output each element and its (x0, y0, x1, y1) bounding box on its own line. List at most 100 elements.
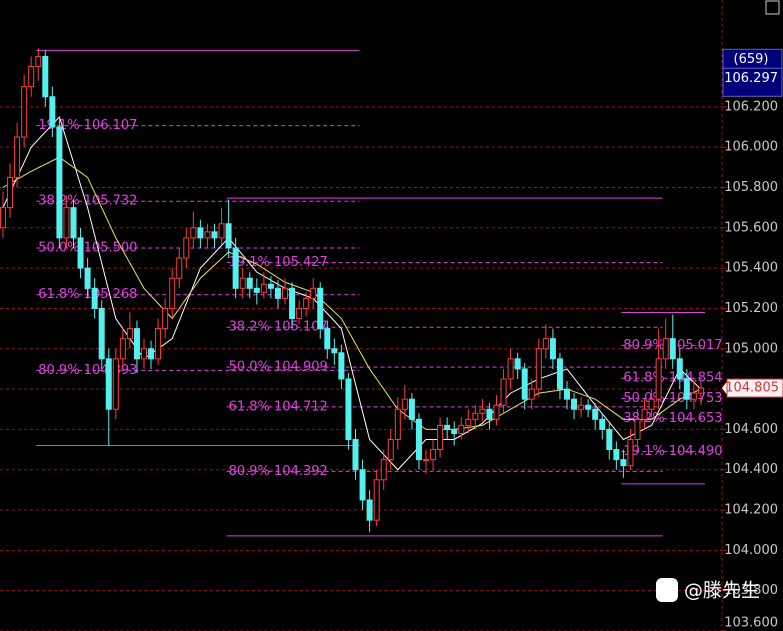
candle-body (437, 424, 444, 451)
candle-body (119, 338, 126, 360)
watermark: @滕先生 (656, 578, 760, 602)
fib-label: 50.0% 104.909 (229, 360, 328, 375)
candle-body (458, 424, 465, 434)
candle-body (28, 66, 35, 88)
candle-body (394, 408, 401, 440)
candle-body (451, 428, 458, 434)
candle-body (359, 469, 366, 501)
candle-body (634, 418, 641, 440)
candle-body (148, 348, 155, 360)
candle-body (542, 338, 549, 350)
candle-body (162, 307, 169, 330)
candle-body (21, 86, 28, 138)
candle-body (373, 479, 380, 521)
candle-body (578, 404, 585, 410)
y-tick-label: 105.600 (724, 220, 778, 235)
fib-label: 38.2% 105.107 (229, 320, 328, 335)
y-tick-label: 104.400 (724, 462, 778, 477)
moving-average (2, 115, 702, 471)
fib-label: 61.8% 104.854 (623, 371, 722, 386)
candle-body (289, 287, 296, 320)
candle-body (274, 287, 281, 299)
cursor-box (722, 48, 783, 97)
candle-body (218, 223, 225, 239)
candle-body (267, 283, 274, 289)
candle-body (56, 126, 63, 239)
candle-body (479, 408, 486, 414)
fib-label: 80.9% 104.893 (38, 363, 137, 378)
candle-body (423, 459, 429, 462)
fib-label: 50.0% 105.500 (38, 240, 137, 255)
candle-body (352, 438, 359, 471)
watermark-logo (656, 578, 678, 602)
candle-body (42, 55, 49, 98)
candle-body (0, 207, 6, 229)
watermark-text: @滕先生 (684, 580, 760, 602)
candle-body (211, 231, 218, 239)
candle-body (401, 398, 408, 410)
candle-body (176, 257, 183, 279)
candle-body (77, 237, 84, 269)
candle-body (585, 404, 592, 410)
candle-body (317, 287, 324, 330)
y-tick-label: 105.000 (724, 341, 778, 356)
candle-body (493, 404, 500, 420)
candle-body (14, 136, 21, 178)
candle-body (133, 328, 140, 360)
candle-body (415, 418, 422, 461)
candle-body (49, 96, 56, 128)
candle-body (7, 176, 14, 209)
y-tick-label: 106.200 (724, 99, 778, 114)
candle-body (620, 459, 627, 467)
candle-body (253, 287, 260, 293)
y-tick-label: 105.400 (724, 261, 778, 276)
last-price: 104.805 (725, 381, 779, 396)
candle-body (444, 424, 451, 430)
candle-body (648, 398, 655, 410)
candle-body (366, 499, 373, 521)
y-tick-label: 106.000 (724, 140, 778, 155)
candle-body (35, 55, 42, 68)
candle-body (606, 428, 613, 451)
y-tick-label: 104.600 (724, 422, 778, 437)
candle-body (183, 237, 190, 259)
candle-body (655, 358, 662, 400)
candle-body (408, 398, 415, 420)
y-tick-label: 104.000 (724, 543, 778, 558)
moving-averages (2, 115, 702, 471)
candle-body (331, 348, 338, 354)
candle-body (225, 223, 232, 249)
candle-body (514, 358, 521, 370)
fib-label: 38.2% 105.732 (38, 194, 137, 209)
candle-body (84, 267, 91, 289)
candle-body (380, 459, 387, 481)
candle-body (500, 378, 507, 406)
candle-body (239, 277, 246, 289)
candle-body (535, 348, 542, 390)
candle-body (98, 307, 105, 360)
candle-body (641, 408, 648, 420)
candle-body (549, 338, 556, 360)
candle-body (507, 358, 514, 380)
y-tick-label: 105.200 (724, 301, 778, 316)
y-tick-label: 103.800 (724, 583, 778, 598)
candle-body (697, 387, 704, 394)
window-button[interactable] (765, 0, 780, 15)
candle-body (324, 328, 331, 350)
candle-body (676, 358, 683, 380)
fib-label: 50.0% 104.753 (623, 391, 722, 406)
candle-body (105, 358, 112, 410)
candle-body (465, 418, 472, 426)
cursor-count: (659) (734, 52, 769, 67)
candle-body (246, 277, 253, 289)
moving-average (2, 156, 702, 430)
candle-body (564, 388, 570, 400)
candle-body (387, 438, 394, 461)
fib-label: 80.9% 104.392 (229, 464, 328, 479)
candle-body (232, 247, 239, 289)
y-tick-label: 104.200 (724, 503, 778, 518)
candle-body (126, 328, 133, 340)
